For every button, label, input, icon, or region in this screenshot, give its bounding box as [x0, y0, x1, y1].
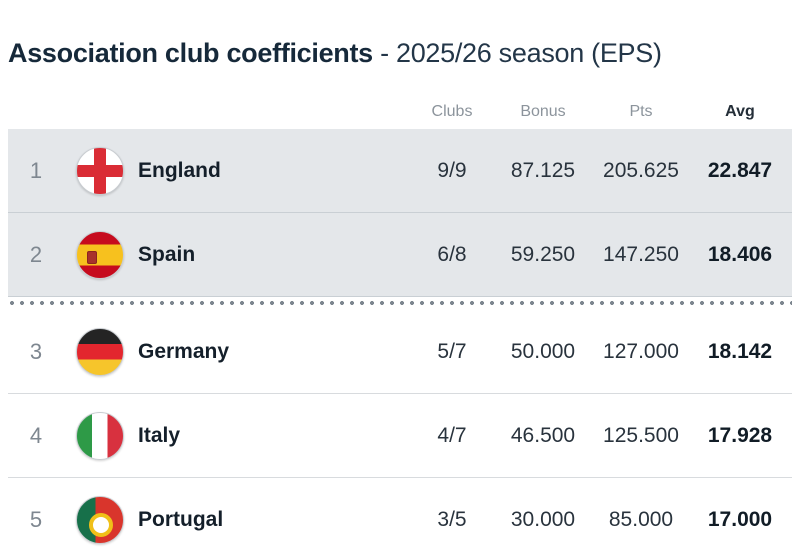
table-row[interactable]: 5 Portugal 3/5 30.000 85.000 17.000 [8, 478, 792, 555]
spain-flag-icon [76, 230, 124, 279]
clubs-value: 5/7 [437, 339, 467, 363]
table-row[interactable]: 2 Spain 6/8 59.250 147.250 18.406 [8, 213, 792, 297]
bonus-value: 50.000 [510, 339, 576, 363]
clubs-value: 9/9 [437, 158, 467, 182]
bonus-value: 46.500 [510, 423, 576, 447]
pts-value: 127.000 [603, 339, 679, 363]
coefficient-table-body: 1 England 9/9 87.125 205.625 22.847 2 Sp… [8, 129, 792, 555]
pts-value: 125.500 [603, 423, 679, 447]
clubs-value: 6/8 [437, 242, 467, 266]
italy-flag-icon [76, 411, 124, 460]
column-header-avg: Avg [725, 103, 755, 120]
association-coefficients-page: Association club coefficients - 2025/26 … [0, 38, 800, 555]
germany-flag-icon [76, 327, 124, 376]
page-title-season: - 2025/26 season (EPS) [380, 38, 662, 68]
country-name: Spain [138, 242, 196, 266]
table-header-row: Clubs Bonus Pts Avg [8, 95, 792, 129]
avg-value: 17.000 [707, 508, 773, 531]
rank-value: 4 [29, 422, 43, 448]
page-title: Association club coefficients - 2025/26 … [8, 38, 792, 69]
rank-value: 5 [29, 507, 43, 532]
flag-cell [64, 327, 136, 376]
avg-value: 22.847 [707, 158, 773, 182]
column-header-pts: Pts [629, 103, 653, 120]
flag-cell [64, 146, 136, 195]
column-header-bonus: Bonus [520, 103, 566, 120]
bonus-value: 30.000 [510, 508, 576, 531]
england-flag-icon [76, 146, 124, 195]
country-name: England [138, 158, 221, 182]
bonus-value: 59.250 [510, 242, 576, 266]
column-header-clubs: Clubs [431, 103, 473, 120]
rank-value: 3 [29, 338, 43, 364]
avg-value: 17.928 [707, 423, 773, 447]
rank-value: 1 [29, 157, 43, 183]
qualification-cutoff-dotted-line [8, 300, 792, 306]
table-row[interactable]: 4 Italy 4/7 46.500 125.500 17.928 [8, 394, 792, 478]
bonus-value: 87.125 [510, 158, 576, 182]
avg-value: 18.406 [707, 242, 773, 266]
clubs-value: 4/7 [437, 423, 467, 447]
clubs-value: 3/5 [437, 508, 467, 531]
country-name: Portugal [138, 508, 224, 531]
portugal-flag-icon [76, 496, 124, 544]
table-row[interactable]: 3 Germany 5/7 50.000 127.000 18.142 [8, 310, 792, 394]
country-name: Italy [138, 423, 181, 447]
pts-value: 205.625 [603, 158, 679, 182]
rank-value: 2 [29, 241, 43, 267]
pts-value: 85.000 [608, 508, 674, 531]
avg-value: 18.142 [707, 339, 773, 363]
flag-cell [64, 496, 136, 544]
table-row[interactable]: 1 England 9/9 87.125 205.625 22.847 [8, 129, 792, 213]
country-name: Germany [138, 339, 230, 363]
page-title-main: Association club coefficients [8, 38, 373, 68]
flag-cell [64, 230, 136, 279]
flag-cell [64, 411, 136, 460]
pts-value: 147.250 [603, 242, 679, 266]
